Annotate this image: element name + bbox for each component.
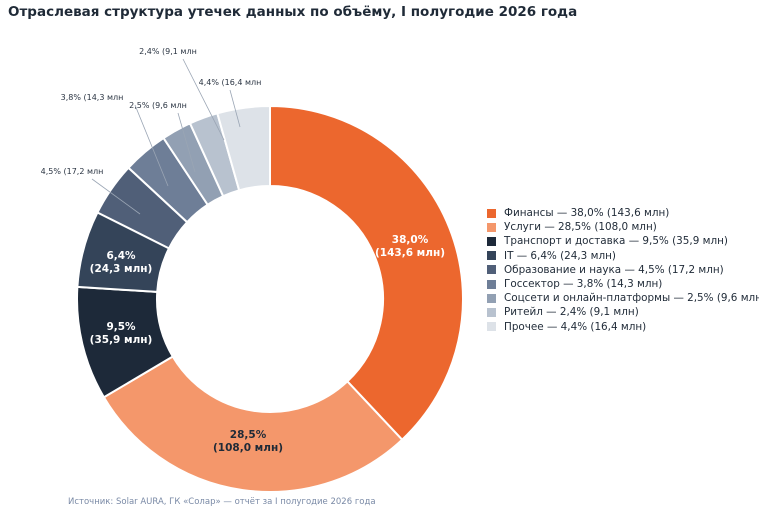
slice-финансы	[269, 104, 464, 442]
legend-item-образование-и-наука: Образование и наука — 4,5% (17,2 млн)	[487, 263, 759, 277]
leader-line-образование-и-наука	[91, 178, 141, 215]
legend-item-прочее: Прочее — 4,4% (16,4 млн)	[487, 320, 759, 334]
legend-swatch	[487, 307, 496, 317]
legend-item-it: IT — 6,4% (24,3 млн)	[487, 249, 759, 263]
legend-swatch	[487, 322, 496, 332]
slice-label-финансы: 38,0% (143,6 млн)	[375, 234, 445, 259]
legend-item-госсектор: Госсектор — 3,8% (14,3 млн)	[487, 277, 759, 291]
slice-label-госсектор: 3,8% (14,3 млн	[61, 93, 124, 102]
slice-label-соцсети-и-онлайн-платформы: 2,5% (9,6 млн	[129, 101, 187, 110]
slice-label-прочее: 4,4% (16,4 млн	[199, 78, 262, 87]
legend-swatch	[487, 236, 496, 246]
legend-label: Госсектор — 3,8% (14,3 млн)	[504, 278, 663, 291]
legend-swatch	[487, 208, 496, 218]
legend-label: Ритейл — 2,4% (9,1 млн)	[504, 306, 639, 319]
legend-item-соцсети-и-онлайн-платформы: Соцсети и онлайн-платформы — 2,5% (9,6 м…	[487, 291, 759, 305]
slice-услуги	[102, 355, 404, 493]
legend-label: Образование и наука — 4,5% (17,2 млн)	[504, 263, 724, 276]
slice-label-транспорт-и-доставка: 9,5% (35,9 млн)	[90, 321, 153, 346]
slice-label-образование-и-наука: 4,5% (17,2 млн	[41, 167, 104, 176]
source-note: Источник: Solar AURA, ГК «Солар» — отчёт…	[68, 497, 376, 507]
legend-swatch	[487, 293, 496, 303]
legend-label: IT — 6,4% (24,3 млн)	[504, 249, 616, 262]
slice-label-ритейл: 2,4% (9,1 млн	[139, 47, 197, 56]
legend-label: Транспорт и доставка — 9,5% (35,9 млн)	[504, 235, 728, 248]
leader-line-госсектор	[134, 104, 169, 187]
leader-line-ритейл	[182, 58, 225, 141]
slice-прочее	[216, 104, 271, 192]
donut-labels: 38,0% (143,6 млн) 28,5% (108,0 млн) 9,5% (35,…	[41, 47, 445, 454]
legend-swatch	[487, 265, 496, 275]
legend-label: Соцсети и онлайн-платформы — 2,5% (9,6 м…	[504, 292, 759, 305]
legend-label: Услуги — 28,5% (108,0 млн)	[504, 221, 657, 234]
legend-item-услуги: Услуги — 28,5% (108,0 млн)	[487, 220, 759, 234]
chart-title: Отраслевая структура утечек данных по об…	[8, 4, 578, 20]
legend-item-ритейл: Ритейл — 2,4% (9,1 млн)	[487, 305, 759, 319]
legend-swatch	[487, 279, 496, 289]
donut-slices	[76, 104, 464, 493]
slice-label-услуги: 28,5% (108,0 млн)	[213, 429, 283, 454]
leader-line-прочее	[229, 89, 241, 128]
slice-label-it: 6,4% (24,3 млн)	[90, 250, 153, 275]
legend-label: Прочее — 4,4% (16,4 млн)	[504, 320, 647, 333]
legend-item-транспорт-и-доставка: Транспорт и доставка — 9,5% (35,9 млн)	[487, 234, 759, 248]
legend: Финансы — 38,0% (143,6 млн) Услуги — 28,5…	[487, 206, 759, 334]
legend-swatch	[487, 251, 496, 261]
legend-swatch	[487, 222, 496, 232]
legend-label: Финансы — 38,0% (143,6 млн)	[504, 207, 670, 220]
legend-item-финансы: Финансы — 38,0% (143,6 млн)	[487, 206, 759, 220]
leader-line-соцсети-и-онлайн-платформы	[177, 112, 196, 173]
